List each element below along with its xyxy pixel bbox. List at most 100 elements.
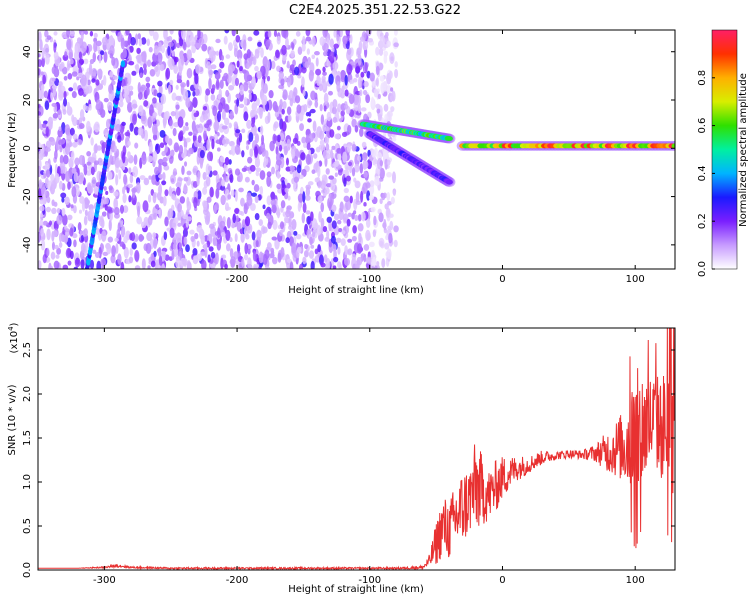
noise-blob (107, 101, 113, 112)
noise-blob (158, 174, 164, 179)
noise-blob (132, 165, 139, 178)
noise-blob (266, 175, 272, 188)
noise-blob (58, 180, 63, 190)
noise-blob (148, 30, 155, 37)
noise-blob (256, 70, 262, 80)
noise-blob (108, 185, 113, 191)
noise-blob (39, 38, 43, 51)
noise-blob (48, 220, 53, 226)
noise-blob (110, 30, 117, 33)
noise-blob (192, 248, 198, 256)
noise-blob (188, 131, 193, 136)
noise-blob (208, 69, 214, 76)
noise-blob (98, 217, 104, 227)
noise-blob (169, 227, 175, 238)
noise-blob (186, 79, 190, 88)
snr-x-label: Height of straight line (km) (288, 584, 424, 595)
noise-blob (173, 142, 180, 153)
noise-blob (40, 71, 44, 76)
noise-blob (157, 80, 163, 87)
noise-blob (107, 171, 113, 181)
noise-blob (248, 89, 253, 94)
noise-blob (215, 188, 220, 199)
noise-blob (132, 113, 137, 125)
noise-blob (62, 108, 67, 115)
noise-blob (43, 90, 49, 99)
noise-blob (234, 208, 240, 215)
noise-blob (178, 111, 184, 117)
noise-blob (118, 169, 122, 180)
noise-blob (117, 222, 121, 232)
noise-blob (97, 157, 103, 163)
noise-blob (139, 72, 144, 78)
noise-blob (312, 231, 316, 238)
noise-blob (320, 217, 325, 229)
noise-blob (312, 120, 317, 132)
noise-blob (153, 250, 157, 257)
noise-blob (122, 47, 127, 59)
noise-blob (78, 88, 84, 96)
noise-blob (340, 238, 346, 247)
noise-blob (185, 244, 190, 253)
noise-blob (339, 30, 343, 38)
noise-blob (180, 30, 186, 40)
noise-blob (137, 33, 141, 40)
noise-blob (51, 102, 57, 108)
noise-blob (210, 50, 216, 62)
noise-blob (267, 30, 272, 38)
tone-point (671, 143, 675, 149)
noise-blob (193, 196, 198, 209)
noise-blob (273, 135, 278, 142)
noise-blob (175, 95, 182, 101)
noise-blob (152, 192, 157, 204)
noise-blob (38, 53, 41, 58)
noise-blob (78, 117, 83, 125)
noise-blob (80, 235, 84, 242)
noise-blob (338, 263, 342, 269)
noise-blob (297, 193, 304, 203)
x-tick-label: 0 (499, 575, 505, 586)
noise-blob (146, 232, 153, 242)
noise-blob (192, 180, 198, 188)
noise-blob (212, 237, 217, 247)
noise-blob (179, 130, 184, 137)
noise-blob (93, 185, 99, 195)
noise-blob (123, 92, 128, 99)
noise-blob (246, 119, 252, 129)
noise-blob (385, 234, 389, 241)
noise-blob (276, 65, 281, 72)
noise-blob (80, 31, 84, 41)
noise-blob (66, 38, 72, 51)
noise-blob (139, 175, 146, 181)
noise-blob (357, 76, 362, 89)
noise-blob (333, 256, 339, 263)
noise-blob (317, 165, 321, 178)
noise-blob (199, 149, 205, 159)
noise-blob (93, 160, 100, 166)
noise-blob (127, 101, 133, 113)
noise-blob (297, 46, 303, 55)
noise-blob (136, 216, 143, 225)
noise-blob (89, 208, 95, 219)
noise-blob (137, 205, 141, 218)
noise-blob (202, 171, 207, 181)
noise-blob (84, 30, 89, 35)
noise-blob (124, 131, 131, 137)
noise-blob (285, 209, 291, 218)
noise-blob (282, 211, 287, 217)
noise-blob (390, 87, 394, 92)
noise-blob (141, 258, 146, 269)
noise-blob (64, 51, 68, 57)
noise-blob (330, 193, 334, 206)
noise-blob (89, 259, 95, 269)
noise-blob (228, 84, 235, 91)
noise-blob (349, 195, 353, 204)
noise-blob (266, 75, 271, 82)
noise-blob (41, 84, 45, 91)
noise-blob (358, 40, 363, 52)
noise-blob (229, 237, 233, 243)
noise-blob (207, 165, 213, 172)
figure-title: C2E4.2025.351.22.53.G22 (289, 3, 461, 18)
noise-blob (45, 54, 50, 65)
noise-blob (287, 114, 292, 122)
